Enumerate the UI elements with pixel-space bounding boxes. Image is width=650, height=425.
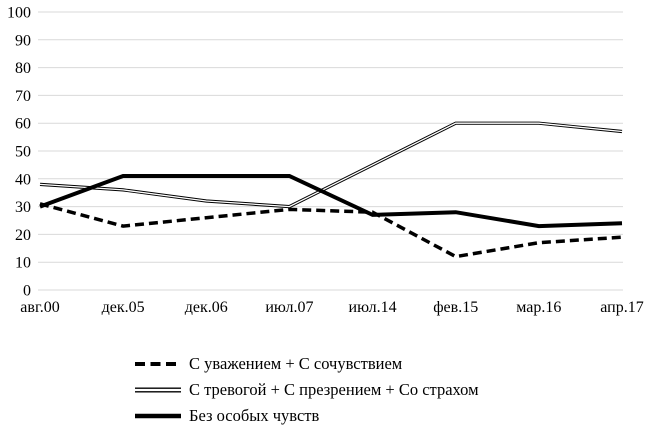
x-tick-label: июл.14 — [349, 299, 397, 316]
y-tick-label: 40 — [15, 171, 31, 188]
x-tick-label: мар.16 — [516, 299, 561, 316]
legend-label-double: С тревогой + С презрением + Со страхом — [189, 380, 479, 399]
legend-label-dashed: С уважением + С сочувствием — [189, 354, 403, 373]
series-line-double-inner — [39, 122, 623, 208]
y-tick-label: 70 — [15, 88, 31, 105]
double-line-icon — [135, 387, 181, 393]
y-tick-label: 50 — [15, 144, 31, 161]
legend-label-thick: Без особых чувств — [189, 406, 320, 425]
y-tick-label: 10 — [15, 255, 31, 272]
series-line-thick — [39, 174, 623, 229]
x-tick-label: авг.00 — [20, 299, 59, 316]
y-tick-label: 30 — [15, 199, 31, 216]
x-tick-label: дек.06 — [185, 299, 228, 316]
y-tick-label: 0 — [23, 283, 31, 300]
y-tick-label: 100 — [7, 5, 31, 22]
x-tick-label: апр.17 — [600, 299, 643, 316]
legend-item-dashed: С уважением + С сочувствием — [134, 351, 479, 377]
x-tick-label: дек.05 — [102, 299, 145, 316]
legend-item-thick: Без особых чувств — [134, 403, 479, 425]
x-tick-label: июл.07 — [265, 299, 313, 316]
x-tick-label: фев.15 — [433, 299, 478, 316]
thick-line-icon — [135, 413, 181, 419]
y-tick-label: 60 — [15, 116, 31, 133]
y-tick-label: 20 — [15, 227, 31, 244]
plot-area: 0 10 20 30 40 50 60 70 80 90 100 авг.00 дек.05 дек.06… — [7, 5, 644, 317]
y-tick-label: 80 — [15, 60, 31, 77]
y-tick-label: 90 — [15, 32, 31, 49]
series-line-dashed — [39, 202, 623, 259]
legend-item-double: С тревогой + С презрением + Со страхом — [134, 377, 479, 403]
legend: С уважением + С сочувствием С тревогой +… — [134, 351, 479, 425]
dashed-line-icon — [135, 362, 181, 366]
